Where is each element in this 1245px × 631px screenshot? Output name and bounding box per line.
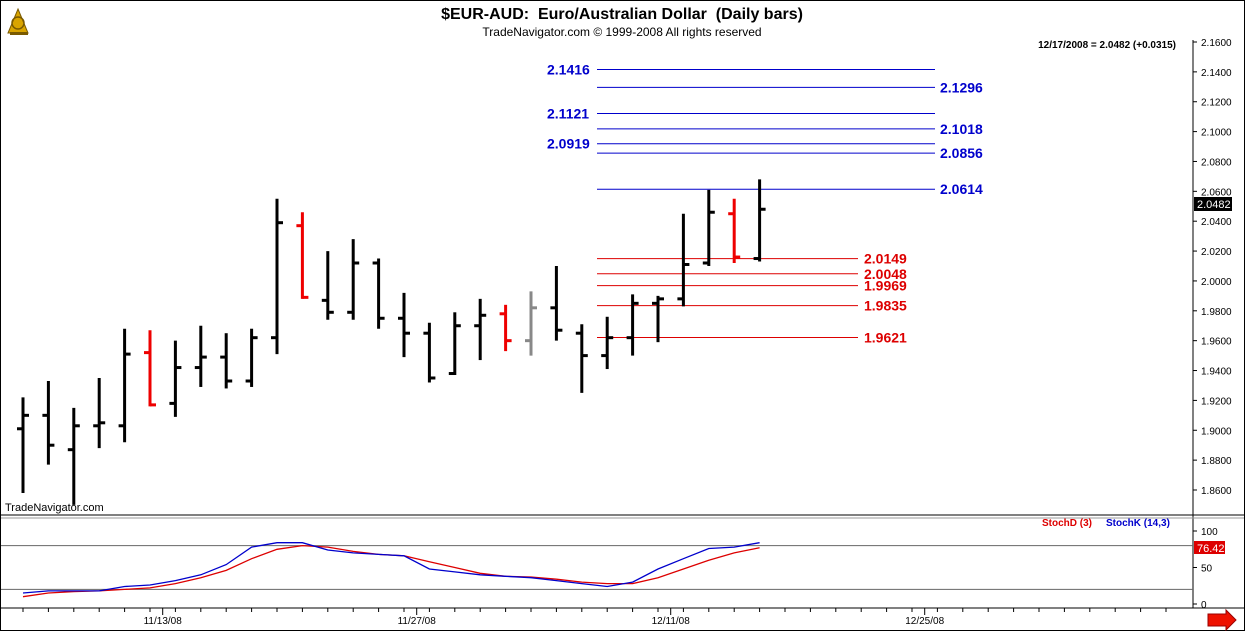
ohlc-bar [652,295,664,343]
ohlc-bar [677,213,690,307]
y-tick-label: 1.9000 [1201,426,1232,437]
stoch-tick-label: 100 [1201,527,1218,538]
y-tick-label: 2.0400 [1201,217,1232,228]
blue-level-label: 2.1296 [940,79,983,95]
watermark: TradeNavigator.com [5,502,104,514]
ohlc-bar [169,340,182,417]
ohlc-bar [194,325,207,387]
y-tick-label: 2.0800 [1201,157,1232,168]
ohlc-bar [601,316,614,370]
y-tick-label: 2.1200 [1201,98,1232,109]
y-tick-label: 2.1000 [1201,128,1232,139]
y-tick-label: 2.1600 [1201,38,1232,49]
x-tick-label: 11/27/08 [398,616,437,627]
last-price-badge [1194,197,1232,211]
ohlc-bar [372,258,385,329]
red-level-label: 2.0149 [864,251,907,267]
x-tick-label: 12/11/08 [652,616,691,627]
ohlc-bar [118,328,131,443]
red-level-label: 2.0048 [864,266,907,282]
ohlc-bar [753,179,766,262]
blue-level-label: 2.0856 [940,145,983,161]
stoch-tick-label: 0 [1201,600,1207,611]
ohlc-bar [93,378,106,449]
ohlc-bar [474,298,487,361]
ohlc-bar [448,312,461,376]
blue-level-label: 2.0919 [547,136,590,152]
ohlc-bar [626,294,639,356]
y-tick-label: 2.0000 [1201,277,1232,288]
x-tick-label: 11/13/08 [144,616,183,627]
y-tick-label: 1.9400 [1201,367,1232,378]
stoch-tick-label: 50 [1201,564,1213,575]
ohlc-bar [575,324,588,393]
support-resistance-levels: 2.1416 2.1296 2.1121 2.1018 2.0919 2.0856 2.06… [547,61,983,345]
ohlc-bar [321,251,334,320]
ohlc-bar [220,333,233,389]
red-level-label: 1.9835 [864,298,907,314]
y-tick-label: 2.0600 [1201,187,1232,198]
ohlc-bars [17,179,766,505]
blue-level-label: 2.0614 [940,181,983,197]
stoch-legend-k: StochK (14,3) [1106,518,1170,529]
x-tick-label: 12/25/08 [905,616,944,627]
ohlc-bar [347,239,360,320]
chart-title: $EUR-AUD: Euro/Australian Dollar (Daily … [441,6,803,23]
red-level-label: 1.9969 [864,278,907,294]
y-tick-label: 1.9600 [1201,337,1232,348]
ohlc-bar [144,330,156,407]
blue-level-label: 2.1121 [547,106,589,122]
stoch-k-line [22,542,760,594]
y-tick-label: 1.8600 [1201,486,1232,497]
ohlc-bar [423,322,436,383]
tradenavigator-logo-icon [7,7,29,35]
ohlc-bar [525,291,537,356]
ohlc-bar [398,292,410,358]
ohlc-bar [42,380,55,465]
ohlc-bar [499,304,512,352]
y-tick-label: 1.9200 [1201,396,1232,407]
chart-subtitle: TradeNavigator.com © 1999-2008 All right… [482,25,761,39]
ohlc-bar [17,397,29,493]
scroll-right-arrow-icon[interactable] [1207,608,1237,631]
y-tick-label: 2.1400 [1201,68,1232,79]
y-tick-label: 1.9800 [1201,307,1232,318]
stoch-legend-d: StochD (3) [1042,518,1092,529]
ohlc-bar [271,198,283,355]
quote-label: 12/17/2008 = 2.0482 (+0.0315) [1038,40,1176,51]
ohlc-bar [702,189,715,266]
stoch-last-badge [1194,541,1225,554]
blue-level-label: 2.1018 [940,121,983,137]
y-tick-label: 1.8800 [1201,456,1232,467]
ohlc-bar [296,212,309,299]
y-tick-label: 2.0200 [1201,247,1232,258]
time-x-axis: 11/13/08 11/27/08 12/11/08 12/25/08 [22,608,1167,627]
ohlc-bar [728,198,741,264]
ohlc-bar [550,266,563,341]
blue-level-label: 2.1416 [547,61,590,77]
stochastic-pane: 0 50 100 [1,527,1218,611]
ohlc-bar [245,328,258,387]
last-price-label: 2.0482 [1197,199,1231,211]
stoch-last-value: 76.42 [1197,543,1225,555]
red-level-label: 1.9621 [864,330,907,346]
ohlc-bar [67,407,80,505]
price-y-axis: 1.8600 1.8800 1.9000 1.9200 1.9400 1.9600 1.98… [1193,38,1232,497]
